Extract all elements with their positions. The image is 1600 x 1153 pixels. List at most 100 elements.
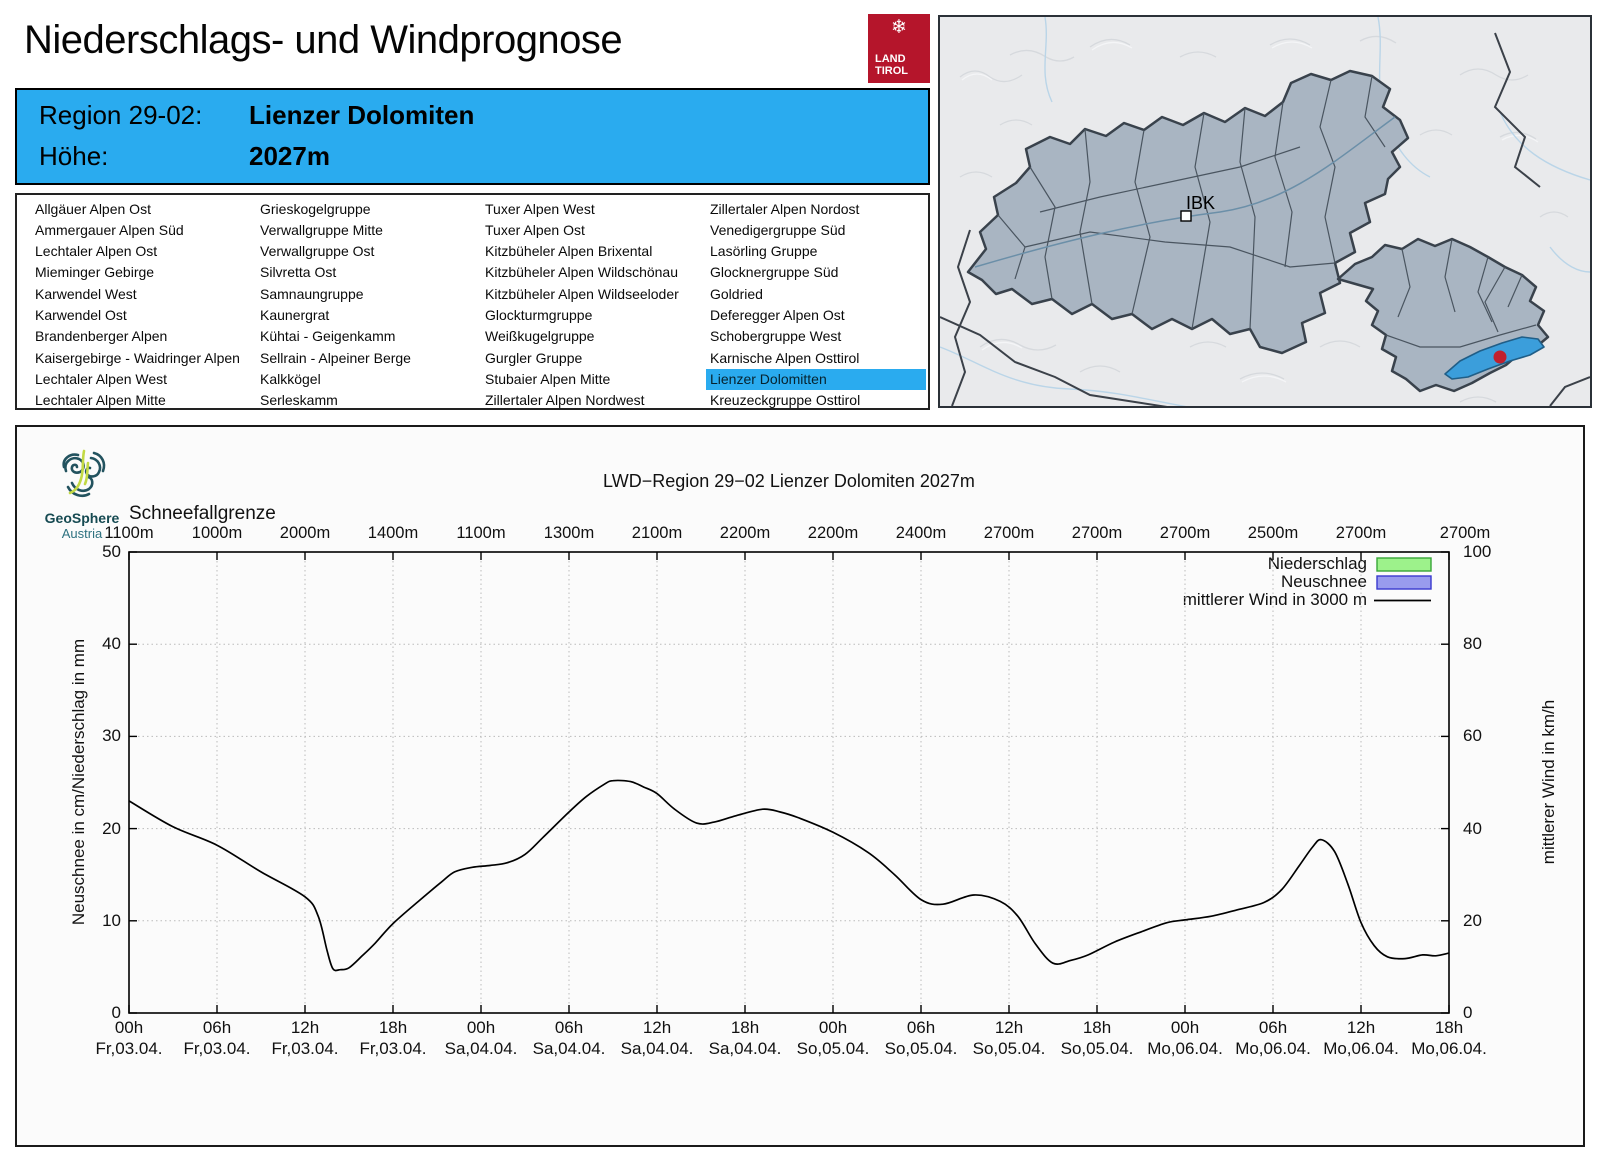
x-tick-date: Sa,04.04. xyxy=(708,1039,782,1058)
region-list-item[interactable]: Karwendel West xyxy=(35,285,137,302)
region-list-item[interactable]: Verwallgruppe Ost xyxy=(260,243,375,260)
land-tirol-logo-text: LAND TIROL xyxy=(875,53,908,78)
region-list-item[interactable]: Glocknergruppe Süd xyxy=(710,264,839,281)
snowline-value: 2200m xyxy=(807,524,859,542)
x-tick-date: Fr,03.04. xyxy=(183,1039,251,1058)
region-list-item[interactable]: Kreuzeckgruppe Osttirol xyxy=(710,392,861,409)
region-list-item[interactable]: Stubaier Alpen Mitte xyxy=(485,370,611,387)
y-left-tick: 30 xyxy=(102,726,121,746)
forecast-chart-panel: GeoSphere Austria LWD−Region 29−02 Lienz… xyxy=(15,425,1585,1147)
x-tick-time: 00h xyxy=(818,1018,848,1037)
plot-canvas xyxy=(128,551,1450,1014)
x-tick-time: 00h xyxy=(466,1018,496,1037)
region-list-item[interactable]: Brandenberger Alpen xyxy=(35,328,168,345)
legend-swatch-neuschnee xyxy=(1376,575,1432,590)
y-left-tick: 40 xyxy=(102,634,121,654)
altitude-label: Höhe: xyxy=(39,141,109,171)
y-right-tick: 40 xyxy=(1463,818,1482,838)
region-list-item[interactable]: Kalkkögel xyxy=(260,370,321,387)
logo-line2: TIROL xyxy=(875,65,908,78)
region-list-item[interactable]: Karwendel Ost xyxy=(35,307,127,323)
selected-region-marker xyxy=(1493,350,1507,364)
region-list-item[interactable]: Deferegger Alpen Ost xyxy=(710,307,845,323)
region-list-item[interactable]: Gurgler Gruppe xyxy=(485,349,583,366)
region-boundaries xyxy=(997,75,1386,330)
x-tick-time: 12h xyxy=(994,1018,1024,1037)
x-tick-time: 18h xyxy=(1082,1018,1112,1037)
x-tick-time: 18h xyxy=(730,1018,760,1037)
x-tick-time: 06h xyxy=(906,1018,936,1037)
region-list-item[interactable]: Kühtai - Geigenkamm xyxy=(260,328,396,345)
region-list-item[interactable]: Glockturmgruppe xyxy=(485,307,593,323)
region-list-item[interactable]: Goldried xyxy=(710,285,763,302)
snowline-value: 2700m xyxy=(1071,524,1123,542)
region-list-item[interactable]: Zillertaler Alpen Nordwest xyxy=(485,392,645,409)
region-list-item[interactable]: Lasörling Gruppe xyxy=(710,243,818,260)
region-list-item[interactable]: Serleskamm xyxy=(260,392,338,409)
inn-river xyxy=(974,116,1396,268)
y-right-tick: 100 xyxy=(1463,542,1492,561)
x-tick-date: Sa,04.04. xyxy=(532,1039,606,1058)
legend-swatch-niederschlag xyxy=(1376,557,1432,572)
region-list-item-selected[interactable]: Lienzer Dolomitten xyxy=(706,368,926,390)
x-tick-date: So,05.04. xyxy=(1060,1039,1134,1058)
y-left-tick: 20 xyxy=(102,818,121,838)
snowline-label: Schneefallgrenze xyxy=(129,503,276,524)
region-list-item[interactable]: Tuxer Alpen West xyxy=(485,200,595,217)
y-right-tick: 20 xyxy=(1463,910,1482,930)
x-tick-date: Mo,06.04. xyxy=(1147,1039,1223,1058)
x-tick-time: 18h xyxy=(1434,1018,1464,1037)
x-tick-time: 00h xyxy=(114,1018,144,1037)
snowline-value: 1400m xyxy=(367,524,419,542)
region-list-item[interactable]: Sellrain - Alpeiner Berge xyxy=(260,349,411,366)
snowline-value: 2500m xyxy=(1247,524,1299,542)
region-list-item[interactable]: Kaisergebirge - Waidringer Alpen xyxy=(35,349,240,366)
y-right-tick: 80 xyxy=(1463,634,1482,654)
snowline-value: 2000m xyxy=(279,524,331,542)
geosphere-sub: Austria xyxy=(61,526,103,541)
x-tick-time: 06h xyxy=(202,1018,232,1037)
region-list: Allgäuer Alpen Ost Ammergauer Alpen Süd Le… xyxy=(15,193,930,410)
x-tick-date: Mo,06.04. xyxy=(1323,1039,1399,1058)
x-tick-date: Sa,04.04. xyxy=(620,1039,694,1058)
x-tick-time: 18h xyxy=(378,1018,408,1037)
region-list-item[interactable]: Kitzbüheler Alpen Wildseeloder xyxy=(485,285,679,302)
x-tick-date: So,05.04. xyxy=(972,1039,1046,1058)
y-left-tick: 0 xyxy=(111,1003,121,1022)
region-list-item[interactable]: Tuxer Alpen Ost xyxy=(485,221,585,238)
region-list-item[interactable]: Verwallgruppe Mitte xyxy=(260,221,383,238)
region-list-item[interactable]: Allgäuer Alpen Ost xyxy=(35,200,151,217)
region-list-item[interactable]: Schobergruppe West xyxy=(710,328,842,345)
region-list-item[interactable]: Ammergauer Alpen Süd xyxy=(35,221,184,238)
region-list-item[interactable]: Venedigergruppe Süd xyxy=(710,221,846,238)
x-tick-time: 06h xyxy=(554,1018,584,1037)
tirol-map[interactable]: IBK xyxy=(938,15,1592,408)
region-list-item[interactable]: Silvretta Ost xyxy=(260,264,337,281)
snowline-value: 2700m xyxy=(1159,524,1211,542)
region-list-item[interactable]: Zillertaler Alpen Nordost xyxy=(710,200,860,217)
snowline-value: 2100m xyxy=(631,524,683,542)
page-title: Niederschlags- und Windprognose xyxy=(24,18,623,62)
y-right-tick: 60 xyxy=(1463,726,1482,746)
region-list-item[interactable]: Weißkugelgruppe xyxy=(485,328,595,345)
east-region-boundaries xyxy=(1385,238,1537,348)
region-list-item[interactable]: Karnische Alpen Osttirol xyxy=(710,349,860,366)
region-list-item[interactable]: Lechtaler Alpen West xyxy=(35,370,168,387)
chart-title: LWD−Region 29−02 Lienzer Dolomiten 2027m xyxy=(603,471,975,491)
map-canvas[interactable]: IBK xyxy=(940,17,1590,406)
region-list-item[interactable]: Kitzbüheler Alpen Brixental xyxy=(485,243,653,260)
region-list-item[interactable]: Mieminger Gebirge xyxy=(35,264,155,281)
region-list-item[interactable]: Kaunergrat xyxy=(260,307,330,323)
snowline-value: 1100m xyxy=(456,524,506,542)
region-list-item[interactable]: Lechtaler Alpen Ost xyxy=(35,243,158,260)
region-list-item[interactable]: Samnaungruppe xyxy=(260,285,364,302)
snowline-value: 1300m xyxy=(543,524,595,542)
snowline-value: 2400m xyxy=(895,524,947,542)
region-list-item[interactable]: Kitzbüheler Alpen Wildschönau xyxy=(485,264,679,281)
region-list-item[interactable]: Lechtaler Alpen Mitte xyxy=(35,392,166,409)
y-left-tick: 50 xyxy=(102,542,121,561)
x-tick-time: 12h xyxy=(290,1018,320,1037)
region-info-banner: Region 29-02: Lienzer Dolomiten Höhe: 20… xyxy=(15,88,930,185)
region-label: Region 29-02: xyxy=(39,100,203,130)
region-list-item[interactable]: Grieskogelgruppe xyxy=(260,200,371,217)
